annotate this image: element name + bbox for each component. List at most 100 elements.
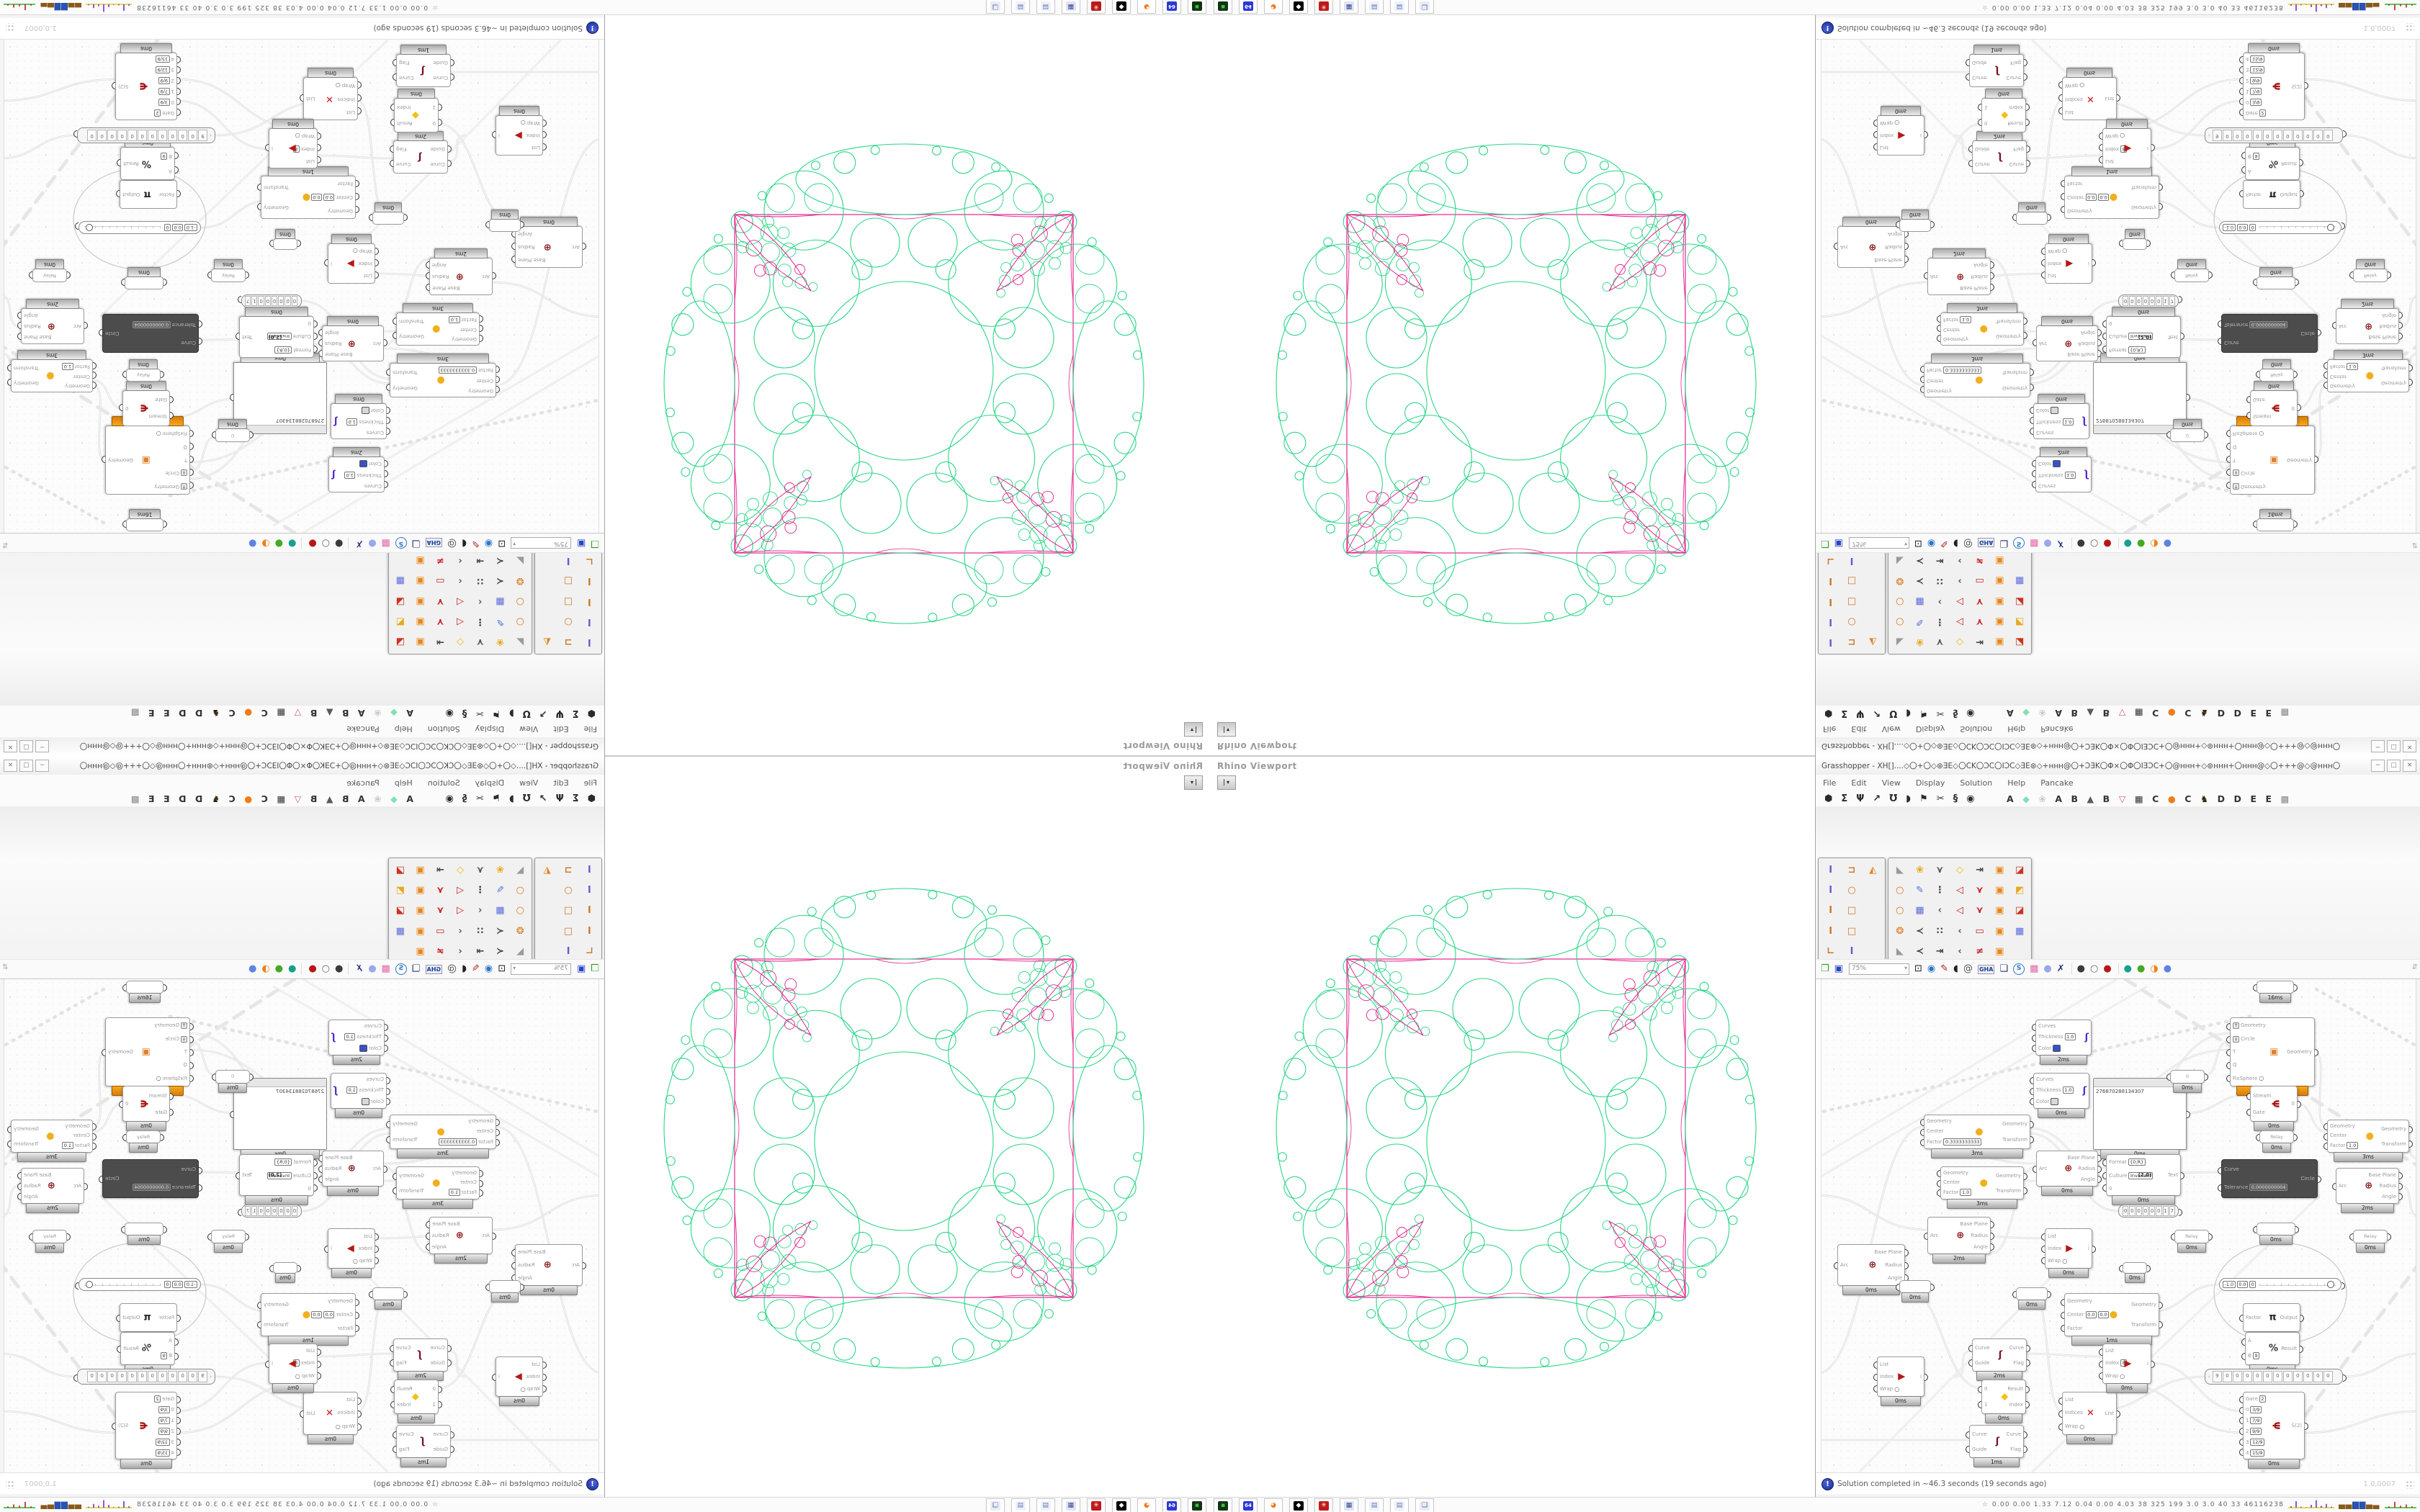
preview-off-button[interactable]: ● [335,963,344,974]
component-icon[interactable]: ◁ [457,905,465,917]
resize-grip-icon[interactable] [6,1480,14,1489]
wires-button[interactable]: ✗ [2056,963,2065,974]
input-socket[interactable] [1834,1261,1837,1269]
output-socket[interactable] [426,283,429,291]
canvas[interactable]: Curves Thickness 1.0 Color ʃ 2ms Curves Thickne… [1816,979,2420,1472]
toggle-icon[interactable]: ○ [335,1423,341,1430]
grasshopper-titlebar[interactable]: Grasshopper - XH[]....◇〇+〇◇⊛ƎE◇〇CK〇ƆC〇IƆ… [1816,756,2420,775]
toolbar-glyph-icon-8[interactable]: ▦ [2134,708,2143,719]
preview-wireframe-button[interactable]: ○ [321,963,331,974]
input-socket[interactable] [1873,1385,1877,1393]
view-letter-e-16[interactable]: E [148,793,155,804]
component-icon[interactable]: ▣ [416,925,425,937]
param-value[interactable]: 7/9 [2250,88,2262,96]
node-pi-1[interactable]: Factor Output π [116,180,181,209]
component-icon[interactable]: ○ [1896,616,1904,628]
output-socket[interactable] [257,1321,261,1328]
gha-button[interactable]: GHA [425,538,443,548]
node-relay-e[interactable]: Relay [2349,1230,2391,1243]
input-socket[interactable] [2033,1165,2036,1173]
param-value[interactable]: 0.0 [323,1311,335,1318]
zoom-combo[interactable]: 75% ▾ [1848,537,1909,549]
digit-cell[interactable]: 0 [148,1370,158,1383]
output-socket[interactable] [426,1243,429,1251]
taskbar-firefox-icon[interactable]: ◕ [1264,1498,1283,1512]
node-disabled-circle[interactable]: Curve Tolerance 0.0000000004 Circle [99,314,202,353]
digit-cell[interactable]: 0 [2293,129,2303,142]
input-socket[interactable] [1873,1373,1877,1381]
node-preview-2[interactable]: Curves Thickness 1.0 Color ʃ [2030,403,2089,439]
component-icon[interactable]: ⋎ [476,864,484,876]
node-listitem-a[interactable]: List Index Wrap ○ i ▶ [324,243,379,284]
input-socket[interactable] [1873,119,1877,127]
taskbar-notepad2-icon[interactable]: ▤ [1390,1498,1409,1512]
output-socket[interactable] [7,1125,11,1133]
digit-cell[interactable]: 0 [2262,129,2272,142]
node-relay-a[interactable]: Relay [2256,369,2298,382]
tool-glyph-icon-3[interactable]: ↗ [539,708,547,719]
wires-button[interactable]: ✗ [355,963,364,974]
digit-cell[interactable]: 0 [117,1370,127,1383]
input-socket[interactable] [2102,320,2106,328]
output-socket[interactable] [393,1431,396,1439]
output-socket[interactable] [390,1386,394,1393]
expr-button[interactable]: ↓ [180,469,187,477]
gha-button[interactable]: GHA [1977,964,1995,974]
menu-file[interactable]: File [1823,778,1837,788]
component-icon[interactable]: ▣ [1995,555,2004,567]
component-icon[interactable]: ○ [516,595,524,607]
node-panel-1[interactable]: (0;0)276870288134307 [230,362,327,434]
toolbar-glyph-icon-5[interactable]: ▲ [2087,793,2094,804]
digit-cell[interactable]: 0 [2303,129,2313,142]
component-icon[interactable]: ⋎ [1976,884,1984,896]
digit-cell[interactable]: 0 [178,1370,188,1383]
input-socket[interactable] [2226,1061,2230,1069]
input-socket[interactable] [2171,1233,2174,1241]
taskbar-fox-art-icon[interactable]: ◆ [1289,0,1308,14]
menu-display[interactable]: Display [475,778,505,788]
input-socket[interactable] [2061,1298,2064,1306]
input-socket[interactable] [2246,1108,2250,1116]
param-value[interactable]: 1.0 [62,362,73,370]
input-socket[interactable] [2226,1048,2230,1056]
input-socket[interactable] [1978,119,1981,126]
digit-cell[interactable]: 0 [258,1206,264,1216]
node-relay-e[interactable]: Relay [2349,269,2391,282]
output-socket[interactable] [511,255,515,263]
input-socket[interactable] [2032,1023,2035,1031]
component-icon[interactable]: ∟ [585,555,593,567]
slider-value[interactable]: -1.0 [184,224,197,231]
component-icon[interactable]: ‹ [1958,575,1962,587]
taskbar-red-mandala-icon[interactable]: ✳ [1087,1498,1106,1512]
find-button[interactable]: S [395,963,407,975]
digit-cell[interactable]: 0 [258,296,264,306]
component-icon[interactable]: ≠ [1976,555,1984,567]
taskbar-red-mandala-icon[interactable]: ✳ [1314,1498,1333,1512]
view-letter-b-4[interactable]: B [341,708,349,719]
tool-glyph-icon-7[interactable]: ✂ [1936,793,1945,804]
view-letter-a-3[interactable]: A [357,793,365,804]
node-relay-0[interactable]: 0 [2166,1070,2208,1084]
node-relay-d[interactable]: Relay [207,1230,249,1243]
node-listitem-c[interactable]: List Index 8 Wrap ○ i ▶ [265,1344,321,1384]
menu-pancake[interactable]: Pancake [346,724,380,734]
remote-button[interactable]: ● [368,538,377,549]
input-socket[interactable] [1937,1179,1940,1187]
taskbar-printer-icon[interactable]: ❑ [986,1498,1005,1512]
node-scale-c[interactable]: Geometry Center Factor 1.0 Geometry Transform… [7,359,97,392]
node-streamfilter-a[interactable]: Stream Gate 0 Ψ [2246,1086,2301,1122]
digit-cell[interactable]: 0 [284,296,291,306]
node-digits-big[interactable]: ‹ 9 0 0 0 0 0 0 0 0 0 0 0 [2205,1369,2347,1385]
node-flip-b[interactable]: Curve Guide Curve Flag ʃ [393,54,454,87]
node-relay-16ms[interactable] [2253,981,2298,994]
tool-glyph-icon-2[interactable]: Ψ [1856,793,1865,804]
output-socket[interactable] [300,1410,303,1418]
save-button[interactable]: ▣ [1834,963,1843,974]
component-icon[interactable]: ‹ [1958,945,1962,957]
output-socket[interactable] [2092,1245,2096,1253]
toggle-icon[interactable]: ○ [2079,1423,2085,1430]
view-letter-d-14[interactable]: D [179,708,187,719]
component-icon[interactable]: ▣ [1995,864,2004,876]
component-icon[interactable]: ◩ [2015,884,2025,896]
component-icon[interactable]: I [1829,864,1833,876]
